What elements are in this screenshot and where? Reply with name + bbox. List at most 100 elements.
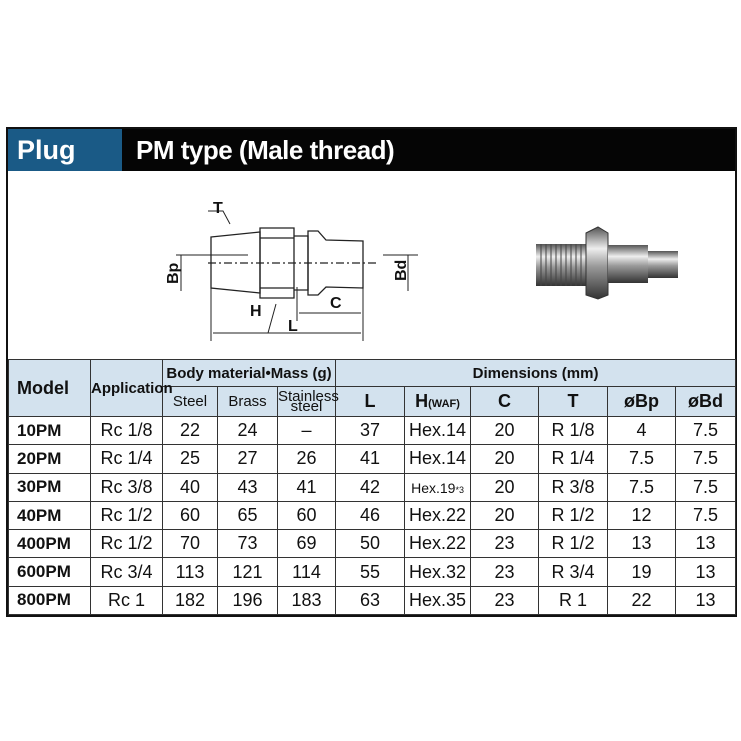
cell-H-value: Hex.32: [409, 561, 467, 582]
cell-Bp: 13: [607, 529, 677, 559]
col-group-dimensions: Dimensions (mm): [335, 359, 737, 387]
label-Bd: Bd: [393, 260, 410, 281]
cell-L: 63: [335, 585, 406, 616]
cell-model: 400PM: [8, 529, 91, 559]
col-H-label: H: [415, 391, 429, 411]
col-group-mass: Body material•Mass (g): [161, 359, 337, 387]
cell-brass: 196: [217, 585, 278, 616]
cell-model: 800PM: [8, 585, 91, 616]
cell-H-value: Hex.35: [409, 589, 467, 610]
cell-T: R 1/8: [538, 415, 609, 446]
table-row: 800PM Rc 1 182 196 183 63 Hex.35 23 R 1 22 13: [8, 585, 737, 616]
cell-stainless: 69: [276, 529, 337, 559]
cell-model: 40PM: [8, 500, 91, 531]
plug-photo: [536, 226, 678, 300]
cell-H: Hex.19*3: [404, 472, 472, 502]
technical-drawing: T H L C Bp Bd: [165, 200, 678, 341]
cell-Bd: 7.5: [675, 472, 737, 502]
cell-brass: 24: [217, 415, 278, 446]
table-row: 30PM Rc 3/8 40 43 41 42 Hex.19*3 20 R 3/8 7.5 7.5: [8, 472, 737, 502]
cell-steel: 40: [162, 472, 218, 502]
table-row: 40PM Rc 1/2 60 65 60 46 Hex.22 20 R 1/2 12 7.5: [8, 500, 737, 531]
cell-C: 20: [470, 444, 540, 474]
cell-stainless: 41: [276, 472, 337, 502]
cell-H-value: Hex.14: [409, 448, 467, 469]
cell-L: 42: [335, 472, 406, 502]
col-L: L: [335, 386, 406, 417]
cell-app: Rc 3/4: [90, 557, 163, 587]
cell-H-value: Hex.22: [409, 533, 467, 554]
label-T: T: [213, 200, 223, 217]
cell-Bd: 13: [675, 585, 737, 616]
cell-Bd: 7.5: [675, 444, 737, 474]
cell-C: 20: [470, 415, 540, 446]
col-Bd: øBd: [675, 386, 737, 417]
cell-H: Hex.14: [404, 415, 472, 446]
cell-Bp: 7.5: [607, 472, 677, 502]
cell-L: 50: [335, 529, 406, 559]
cell-H: Hex.14: [404, 444, 472, 474]
label-Bp: Bp: [165, 262, 182, 284]
cell-steel: 113: [162, 557, 218, 587]
col-H-suffix: (WAF): [428, 398, 460, 410]
cell-Bd: 13: [675, 557, 737, 587]
cell-T: R 1/4: [538, 444, 609, 474]
cell-L: 55: [335, 557, 406, 587]
cell-C: 20: [470, 472, 540, 502]
cell-app: Rc 1/8: [90, 415, 163, 446]
cell-steel: 60: [162, 500, 218, 531]
cell-L: 41: [335, 444, 406, 474]
cell-app: Rc 3/8: [90, 472, 163, 502]
cell-T: R 1/2: [538, 529, 609, 559]
table-row: 600PM Rc 3/4 113 121 114 55 Hex.32 23 R 3/4 19 13: [8, 557, 737, 587]
cell-H: Hex.32: [404, 557, 472, 587]
title-bar: Plug PM type (Male thread): [8, 129, 735, 171]
cell-L: 37: [335, 415, 406, 446]
cell-Bp: 4: [607, 415, 677, 446]
cell-Bp: 7.5: [607, 444, 677, 474]
cell-C: 20: [470, 500, 540, 531]
label-C: C: [330, 295, 342, 312]
cell-Bp: 19: [607, 557, 677, 587]
cell-T: R 3/8: [538, 472, 609, 502]
cell-Bp: 22: [607, 585, 677, 616]
cell-model: 600PM: [8, 557, 91, 587]
cell-H: Hex.22: [404, 529, 472, 559]
col-stainless: Stainless steel: [276, 386, 339, 417]
cell-T: R 3/4: [538, 557, 609, 587]
cell-steel: 70: [162, 529, 218, 559]
cell-H-value: Hex.22: [409, 505, 467, 526]
cell-brass: 43: [217, 472, 278, 502]
table-row: 20PM Rc 1/4 25 27 26 41 Hex.14 20 R 1/4 7.5 7.5: [8, 444, 737, 474]
col-H: H(WAF): [404, 386, 472, 417]
col-application: Application: [90, 359, 173, 417]
diagram-area: T H L C Bp Bd: [8, 171, 735, 359]
cell-model: 20PM: [8, 444, 91, 474]
cell-steel: 182: [162, 585, 218, 616]
plug-outline-drawing: [176, 210, 418, 341]
cell-H-value: Hex.19: [411, 479, 456, 496]
label-L: L: [288, 318, 298, 335]
cell-stainless: 60: [276, 500, 337, 531]
spec-table: Model Application Body material•Mass (g)…: [8, 359, 737, 616]
cell-stainless: 114: [276, 557, 337, 587]
cell-T: R 1/2: [538, 500, 609, 531]
col-brass: Brass: [217, 386, 278, 417]
cell-H: Hex.35: [404, 585, 472, 616]
cell-stainless: 183: [276, 585, 337, 616]
page-title: PM type (Male thread): [136, 135, 395, 165]
cell-steel: 22: [162, 415, 218, 446]
cell-Bd: 13: [675, 529, 737, 559]
cell-stainless: 26: [276, 444, 337, 474]
cell-model: 30PM: [8, 472, 91, 502]
cell-app: Rc 1/4: [90, 444, 163, 474]
cell-model: 10PM: [8, 415, 91, 446]
cell-steel: 25: [162, 444, 218, 474]
cell-Bp: 12: [607, 500, 677, 531]
category-badge: Plug: [8, 129, 122, 171]
cell-brass: 27: [217, 444, 278, 474]
table-row: 10PM Rc 1/8 22 24–37 Hex.14 20 R 1/8 4 7.5: [8, 415, 737, 446]
cell-C: 23: [470, 529, 540, 559]
col-T: T: [538, 386, 609, 417]
cell-brass: 121: [217, 557, 278, 587]
